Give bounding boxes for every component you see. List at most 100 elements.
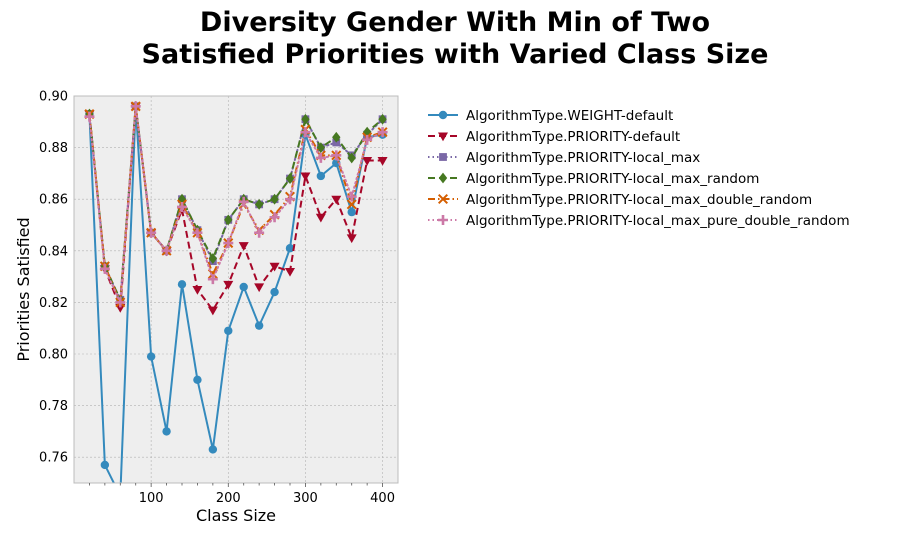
legend-marker — [438, 215, 448, 225]
data-point — [192, 227, 203, 238]
data-point — [315, 213, 326, 223]
data-point — [254, 198, 264, 210]
data-point — [254, 321, 264, 330]
data-point — [300, 172, 311, 182]
legend-entry: AlgorithmType.PRIORITY-local_max_pure_do… — [428, 213, 850, 229]
legend-marker — [438, 110, 448, 120]
data-point — [285, 194, 295, 205]
legend-label: AlgorithmType.PRIORITY-local_max_random — [466, 171, 759, 187]
legend-label: AlgorithmType.WEIGHT-default — [466, 108, 673, 124]
data-point — [223, 280, 234, 290]
chart-title-line-1: Diversity Gender With Min of Two — [199, 7, 711, 38]
series-line — [88, 105, 384, 301]
y-tick-label: 0.80 — [39, 348, 68, 363]
data-point — [254, 227, 265, 238]
legend-marker — [437, 193, 449, 205]
data-point — [270, 193, 279, 205]
legend-entry: AlgorithmType.PRIORITY-local_max — [428, 150, 700, 166]
data-point — [99, 263, 110, 274]
data-point — [192, 286, 203, 295]
data-point — [270, 287, 279, 297]
chart-title: Diversity Gender With Min of Two Satisfi… — [0, 7, 900, 71]
data-point — [100, 460, 110, 470]
x-tick-label: 100 — [139, 491, 164, 506]
legend-label: AlgorithmType.PRIORITY-local_max_double_… — [466, 192, 812, 208]
data-point — [316, 142, 326, 153]
y-tick-label: 0.76 — [39, 451, 68, 466]
y-tick-label: 0.88 — [39, 141, 68, 156]
x-tick-label: 200 — [216, 491, 241, 506]
y-tick-label: 0.86 — [39, 193, 68, 208]
series-line — [88, 105, 384, 304]
series-layer — [84, 100, 388, 483]
data-point — [285, 173, 295, 184]
data-point — [208, 445, 218, 454]
legend-label: AlgorithmType.PRIORITY-local_max_pure_do… — [466, 213, 850, 229]
legend-marker — [438, 132, 448, 142]
data-point — [238, 242, 249, 251]
legend-entry: AlgorithmType.WEIGHT-default — [428, 108, 673, 124]
data-point — [316, 171, 326, 181]
legend-entry: AlgorithmType.PRIORITY-local_max_double_… — [428, 192, 812, 208]
data-point — [331, 195, 342, 205]
data-point — [161, 245, 172, 256]
y-axis-label: Priorities Satisfied — [14, 217, 33, 361]
axis-ticks: 100 200 300 400 0.76 0.78 0.80 0.82 0.84 0.86 0.88… — [39, 90, 395, 507]
data-point — [269, 262, 280, 272]
data-point — [224, 326, 233, 335]
data-point — [377, 157, 388, 166]
data-point — [239, 282, 248, 292]
legend: AlgorithmType.WEIGHT-default AlgorithmTyp… — [428, 108, 850, 229]
data-point — [162, 427, 171, 436]
legend-marker — [439, 153, 447, 161]
data-point — [332, 131, 341, 143]
data-point — [285, 244, 295, 253]
data-point — [331, 150, 342, 161]
data-point — [346, 234, 357, 244]
data-point — [378, 113, 387, 125]
legend-entry: AlgorithmType.PRIORITY-default — [428, 129, 680, 145]
data-point — [177, 201, 187, 212]
data-point — [300, 127, 311, 138]
data-point — [254, 283, 265, 293]
data-point — [115, 297, 126, 308]
y-tick-label: 0.78 — [39, 399, 68, 414]
data-point — [177, 193, 187, 205]
data-point — [285, 267, 295, 277]
data-point — [207, 274, 218, 285]
data-point — [362, 134, 373, 145]
data-point — [347, 207, 356, 217]
data-point — [208, 253, 218, 264]
data-point — [224, 214, 233, 226]
data-point — [84, 111, 95, 122]
series-6 — [84, 101, 388, 308]
legend-entry: AlgorithmType.PRIORITY-local_max_random — [428, 171, 759, 187]
data-point — [146, 227, 157, 238]
data-point — [223, 238, 234, 249]
data-point — [207, 306, 218, 316]
legend-label: AlgorithmType.PRIORITY-local_max — [466, 150, 700, 166]
plot-border — [73, 95, 399, 484]
data-point — [362, 157, 373, 166]
data-point — [315, 152, 326, 163]
legend-label: AlgorithmType.PRIORITY-default — [466, 129, 680, 145]
data-point — [146, 352, 156, 361]
y-tick-label: 0.84 — [39, 244, 68, 259]
legend-marker — [438, 172, 448, 184]
x-tick-label: 400 — [370, 491, 395, 506]
data-point — [347, 152, 356, 164]
data-point — [238, 196, 249, 207]
data-point — [130, 101, 141, 112]
data-point — [346, 191, 357, 202]
x-tick-label: 300 — [293, 491, 318, 506]
data-point — [377, 127, 388, 138]
data-point — [193, 375, 202, 384]
data-point — [301, 113, 310, 125]
y-tick-label: 0.82 — [39, 296, 68, 311]
chart-title-line-2: Satisfied Priorities with Varied Class S… — [141, 39, 769, 70]
data-point — [269, 212, 280, 223]
y-tick-label: 0.90 — [39, 90, 68, 105]
data-point — [346, 199, 357, 210]
x-axis-label: Class Size — [196, 506, 276, 525]
